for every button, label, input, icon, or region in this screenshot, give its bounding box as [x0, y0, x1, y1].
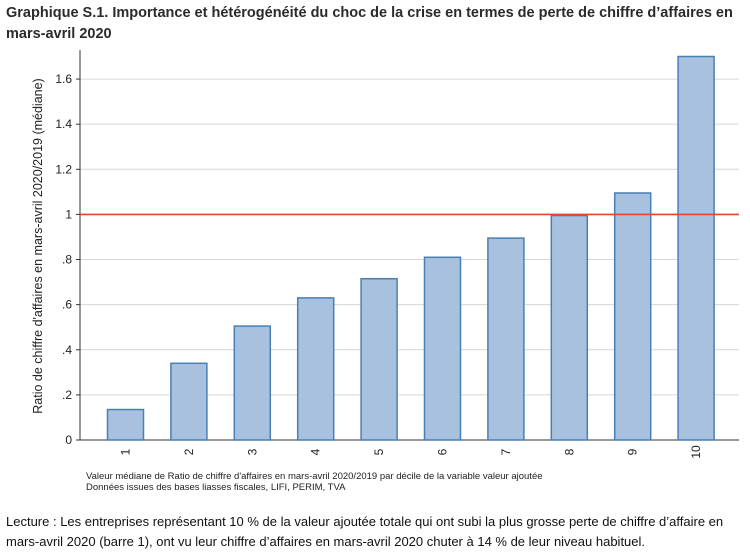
reading-note: Lecture : Les entreprises représentant 1… [6, 514, 724, 549]
y-tick-label: .2 [62, 388, 72, 402]
y-tick-label: 1 [65, 207, 72, 221]
bar-decile-9 [613, 192, 652, 441]
x-tick-label: 1 [119, 448, 133, 455]
bar-decile-5 [360, 277, 398, 441]
x-tick-label: 8 [562, 448, 576, 455]
y-tick-label: 1.4 [55, 117, 72, 131]
y-tick-label: .6 [62, 298, 72, 312]
y-tick-label: .4 [62, 343, 72, 357]
x-tick-label: 2 [182, 448, 196, 455]
x-tick-label: 6 [436, 448, 450, 455]
chart-title: Graphique S.1. Importance et hétérogénéi… [6, 5, 733, 42]
y-tick-label: 1.2 [55, 162, 72, 176]
x-tick-label: 3 [245, 448, 259, 455]
bar-decile-6 [423, 256, 462, 441]
x-tick-label: 10 [689, 445, 703, 459]
x-tick-label: 5 [372, 448, 386, 455]
bar-decile-2 [170, 362, 208, 441]
y-tick-label: .8 [62, 253, 72, 267]
y-tick-label: 1.6 [55, 72, 72, 86]
chart-note-source-2: Données issues des bases liasses fiscale… [86, 482, 346, 493]
bar-decile-10 [677, 55, 715, 441]
x-tick-label: 4 [309, 448, 323, 455]
bar-decile-3 [233, 325, 272, 441]
x-tick-label: 9 [626, 448, 640, 455]
bar-decile-4 [296, 297, 335, 441]
bar-decile-1 [106, 408, 145, 441]
chart-note-source-1: Valeur médiane de Ratio de chiffre d'aff… [86, 471, 543, 482]
y-tick-label: 0 [65, 433, 72, 447]
y-axis-title: Ratio de chiffre d'affaires en mars-avri… [31, 78, 45, 413]
x-tick-label: 7 [499, 448, 513, 455]
bar-decile-7 [487, 237, 525, 441]
bar-chart: 0 .2 .4 .6 .8 1 1.2 1.4 1.6 Ratio de chiffre d'af… [31, 50, 739, 459]
bar-decile-8 [550, 214, 589, 441]
